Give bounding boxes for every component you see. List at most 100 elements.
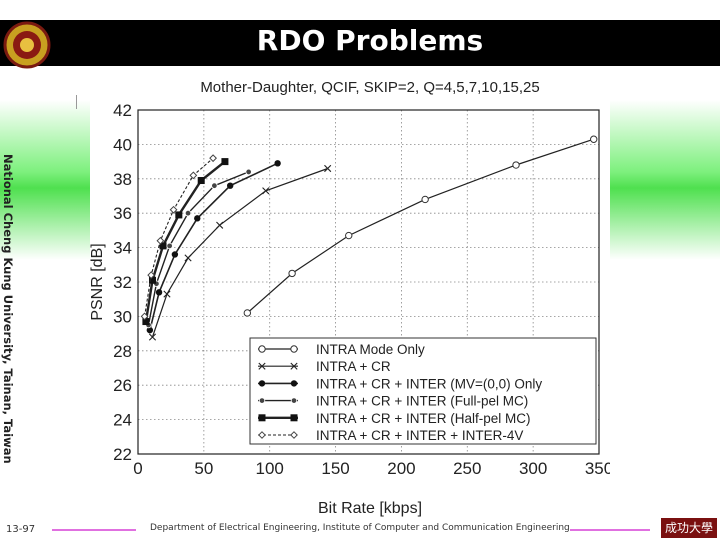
x-tick-label: 250 bbox=[453, 459, 481, 478]
data-point bbox=[159, 242, 167, 250]
data-point bbox=[258, 362, 266, 370]
data-point bbox=[209, 154, 217, 163]
data-point bbox=[245, 168, 252, 176]
data-point bbox=[148, 333, 157, 341]
data-point bbox=[243, 309, 252, 317]
x-tick-label: 50 bbox=[194, 459, 213, 478]
x-tick-label: 300 bbox=[519, 459, 547, 478]
plot-frame bbox=[137, 109, 600, 455]
data-point bbox=[175, 211, 183, 219]
data-point bbox=[189, 171, 198, 180]
series-line bbox=[243, 135, 598, 317]
y-tick-label: 30 bbox=[113, 307, 132, 326]
data-point bbox=[166, 242, 173, 250]
x-ticks: 0 50 100 150 200 250 300 350 bbox=[133, 459, 613, 478]
data-point bbox=[590, 135, 598, 143]
data-point bbox=[184, 209, 192, 217]
data-point bbox=[274, 160, 281, 167]
y-tick-label: 38 bbox=[113, 170, 132, 189]
series bbox=[140, 135, 598, 341]
data-point bbox=[290, 414, 298, 422]
y-tick-label: 28 bbox=[113, 342, 132, 361]
legend-entry: INTRA + CR + INTER (Half-pel MC) bbox=[316, 411, 531, 426]
y-axis-label: PSNR [dB] bbox=[90, 243, 106, 320]
data-point bbox=[288, 269, 296, 278]
data-point bbox=[512, 161, 520, 169]
footer-text: Department of Electrical Engineering, In… bbox=[150, 523, 570, 533]
series-line bbox=[142, 158, 229, 326]
data-point bbox=[290, 397, 298, 404]
series-path bbox=[149, 162, 278, 331]
footer-arrow-right bbox=[570, 529, 650, 531]
data-point bbox=[324, 164, 332, 173]
data-point bbox=[262, 187, 270, 195]
university-seal-logo bbox=[3, 21, 51, 69]
legend-entry: INTRA Mode Only bbox=[316, 342, 425, 357]
data-point bbox=[258, 397, 266, 404]
data-point bbox=[155, 289, 163, 296]
data-point bbox=[290, 345, 298, 353]
data-point bbox=[197, 177, 205, 185]
x-tick-label: 150 bbox=[321, 459, 349, 478]
data-point bbox=[156, 236, 165, 245]
page-number: 13-97 bbox=[6, 524, 36, 535]
data-point bbox=[258, 414, 266, 422]
series-path bbox=[147, 171, 249, 326]
y-tick-label: 24 bbox=[113, 411, 132, 430]
y-tick-label: 26 bbox=[113, 376, 132, 395]
data-point bbox=[169, 205, 178, 214]
data-point bbox=[290, 362, 298, 370]
series-path bbox=[144, 160, 226, 322]
title-bar bbox=[0, 20, 720, 66]
legend-entry: INTRA + CR bbox=[316, 359, 391, 374]
data-point bbox=[211, 182, 218, 189]
series-path bbox=[144, 157, 214, 317]
data-point bbox=[140, 312, 149, 321]
x-axis-label: Bit Rate [kbps] bbox=[318, 500, 422, 517]
y-tick-label: 22 bbox=[113, 445, 132, 464]
series-path bbox=[246, 138, 594, 314]
data-point bbox=[290, 380, 298, 387]
series-line bbox=[148, 164, 332, 341]
data-point bbox=[148, 276, 156, 284]
y-tick-label: 36 bbox=[113, 204, 132, 223]
legend-entry: INTRA + CR + INTER (MV=(0,0) Only bbox=[316, 376, 542, 391]
data-point bbox=[194, 215, 201, 222]
psnr-bitrate-chart: Mother-Daughter, QCIF, SKIP=2, Q=4,5,7,1… bbox=[89, 79, 613, 517]
x-tick-label: 200 bbox=[387, 459, 415, 478]
data-point bbox=[258, 380, 266, 387]
data-point bbox=[421, 195, 429, 204]
series-line bbox=[145, 168, 252, 329]
data-point bbox=[216, 221, 224, 229]
data-point bbox=[171, 251, 179, 258]
chart-title: Mother-Daughter, QCIF, SKIP=2, Q=4,5,7,1… bbox=[200, 79, 539, 96]
series-line bbox=[140, 154, 217, 321]
y-ticks: 22 24 26 28 30 32 34 36 38 40 42 bbox=[113, 101, 132, 464]
x-tick-label: 0 bbox=[133, 459, 142, 478]
legend: INTRA Mode Only INTRA + CR INTRA + CR + IN… bbox=[249, 337, 597, 445]
series-line bbox=[146, 160, 281, 334]
ncku-logo: 成功大學 bbox=[661, 518, 717, 538]
data-point bbox=[258, 345, 266, 353]
y-tick-label: 42 bbox=[113, 101, 132, 120]
data-point bbox=[184, 254, 192, 262]
series-path bbox=[151, 167, 328, 338]
data-point bbox=[345, 231, 353, 240]
y-tick-label: 40 bbox=[113, 135, 132, 154]
y-tick-label: 34 bbox=[113, 239, 132, 258]
data-point bbox=[290, 431, 298, 439]
data-point bbox=[221, 158, 229, 166]
x-tick-label: 350 bbox=[585, 459, 610, 478]
footer-arrow-left bbox=[52, 529, 136, 531]
data-point bbox=[163, 290, 171, 298]
data-point bbox=[142, 318, 150, 326]
legend-box bbox=[249, 337, 597, 445]
data-point bbox=[147, 271, 156, 280]
legend-entry: INTRA + CR + INTER (Full-pel MC) bbox=[316, 394, 528, 409]
x-tick-label: 100 bbox=[256, 459, 284, 478]
data-point bbox=[146, 326, 154, 334]
chart-panel: Mother-Daughter, QCIF, SKIP=2, Q=4,5,7,1… bbox=[89, 70, 613, 520]
side-label: National Cheng Kung University, Tainan, … bbox=[1, 154, 15, 464]
legend-entry: INTRA + CR + INTER + INTER-4V bbox=[316, 428, 523, 443]
y-tick-label: 32 bbox=[113, 273, 132, 292]
